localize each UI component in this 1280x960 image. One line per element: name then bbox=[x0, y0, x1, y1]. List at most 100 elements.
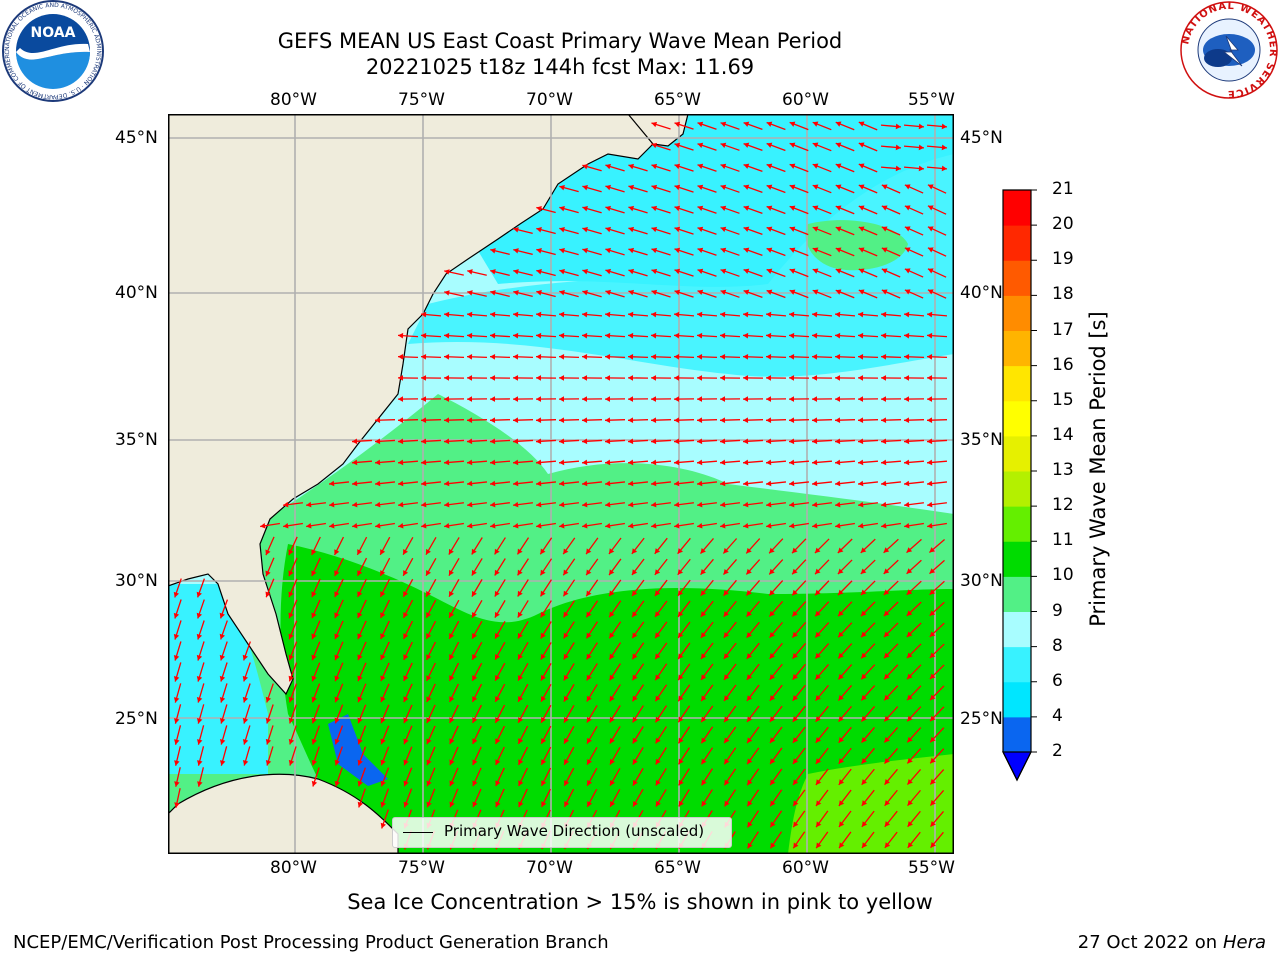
wave-arrow bbox=[789, 247, 809, 257]
wave-arrow bbox=[627, 311, 649, 318]
wave-arrow bbox=[857, 438, 879, 445]
wave-arrow bbox=[720, 121, 740, 130]
wave-arrow bbox=[628, 247, 648, 256]
wave-arrow bbox=[495, 767, 505, 787]
wave-arrow bbox=[903, 480, 925, 487]
wave-arrow bbox=[219, 620, 228, 640]
wave-arrow bbox=[196, 641, 205, 661]
wave-arrow bbox=[814, 580, 830, 596]
wave-arrow bbox=[608, 621, 622, 639]
wave-arrow bbox=[471, 704, 483, 724]
wave-arrow bbox=[425, 620, 437, 640]
wave-arrow bbox=[352, 522, 372, 529]
wave-arrow bbox=[558, 332, 580, 339]
wave-arrow bbox=[696, 375, 718, 381]
wave-arrow bbox=[563, 663, 575, 681]
wave-arrow bbox=[651, 142, 671, 151]
wave-arrow bbox=[219, 599, 229, 619]
wave-arrow bbox=[174, 746, 181, 766]
wave-arrow bbox=[903, 438, 925, 445]
wave-arrow bbox=[608, 600, 622, 618]
wave-arrow bbox=[605, 163, 625, 172]
wave-arrow bbox=[420, 417, 442, 423]
wave-arrow bbox=[720, 289, 740, 298]
wave-arrow bbox=[765, 501, 787, 508]
wave-arrow bbox=[351, 459, 373, 466]
wave-arrow bbox=[581, 438, 603, 445]
wave-arrow bbox=[811, 375, 833, 381]
wave-arrow bbox=[628, 289, 648, 298]
wave-arrow bbox=[674, 121, 694, 130]
lat-tick-left: 30°N bbox=[115, 571, 158, 591]
wave-arrow bbox=[743, 121, 763, 131]
wave-arrow bbox=[927, 522, 947, 529]
wave-arrow bbox=[815, 726, 829, 744]
wave-arrow bbox=[789, 226, 809, 236]
wave-arrow bbox=[494, 725, 506, 745]
wave-arrow bbox=[765, 417, 787, 423]
wave-arrow bbox=[448, 578, 460, 598]
wave-arrow bbox=[743, 142, 763, 152]
wave-arrow bbox=[765, 480, 787, 487]
wave-arrow bbox=[745, 559, 761, 575]
wave-arrow bbox=[582, 163, 602, 172]
wave-arrow bbox=[835, 247, 855, 257]
wave-arrow bbox=[282, 501, 304, 508]
wave-arrow bbox=[673, 438, 695, 445]
wave-arrow bbox=[701, 789, 713, 807]
wave-arrow bbox=[812, 142, 832, 152]
wave-arrow bbox=[334, 620, 344, 640]
wave-arrow bbox=[742, 417, 764, 423]
wave-arrow bbox=[174, 788, 181, 808]
colorbar-cell bbox=[1003, 400, 1031, 437]
wave-arrow bbox=[540, 579, 552, 597]
wave-arrow bbox=[265, 683, 274, 703]
wave-arrow bbox=[420, 438, 442, 445]
wave-arrow bbox=[746, 768, 760, 786]
wave-arrow bbox=[539, 537, 553, 555]
wave-arrow bbox=[789, 205, 809, 215]
wave-arrow bbox=[471, 579, 483, 597]
wave-arrow bbox=[926, 144, 948, 151]
wave-arrow bbox=[420, 311, 442, 318]
wave-arrow bbox=[700, 558, 714, 576]
wave-arrow bbox=[769, 831, 783, 849]
wave-arrow bbox=[311, 599, 321, 619]
sea-ice-note: Sea Ice Concentration > 15% is shown in … bbox=[347, 890, 933, 914]
wave-arrow bbox=[697, 522, 717, 529]
wave-arrow bbox=[604, 459, 626, 466]
wave-arrow bbox=[311, 725, 320, 745]
colorbar-tick-label: 16 bbox=[1052, 354, 1074, 375]
wave-arrow bbox=[677, 558, 691, 576]
wave-arrow bbox=[334, 662, 344, 682]
wave-arrow bbox=[425, 557, 437, 577]
wave-arrow bbox=[880, 354, 902, 360]
wave-arrow bbox=[311, 704, 321, 724]
wave-arrow bbox=[489, 438, 511, 445]
wave-arrow bbox=[789, 289, 809, 299]
wave-arrow bbox=[586, 642, 598, 660]
wave-arrow bbox=[650, 480, 672, 487]
wave-arrow bbox=[397, 459, 419, 466]
wave-arrow bbox=[926, 311, 948, 318]
wave-arrow bbox=[743, 247, 763, 257]
period-band-11 bbox=[280, 544, 954, 854]
wave-arrow bbox=[792, 726, 806, 744]
wave-arrow bbox=[494, 537, 506, 555]
wave-arrow bbox=[495, 788, 505, 808]
wave-arrow bbox=[766, 522, 786, 529]
wave-arrow bbox=[586, 684, 598, 702]
wave-arrow bbox=[283, 522, 303, 529]
wave-arrow bbox=[540, 642, 552, 660]
wave-arrow bbox=[490, 248, 510, 255]
wave-arrow bbox=[742, 459, 764, 466]
wave-arrow bbox=[305, 501, 327, 508]
wave-arrow bbox=[765, 396, 787, 402]
wave-arrow bbox=[746, 663, 760, 681]
wave-arrow bbox=[857, 501, 879, 508]
wave-arrow bbox=[632, 768, 644, 786]
wave-arrow bbox=[834, 354, 856, 360]
wave-arrow bbox=[265, 704, 274, 724]
wave-arrow bbox=[792, 747, 806, 765]
wave-arrow bbox=[466, 332, 488, 339]
